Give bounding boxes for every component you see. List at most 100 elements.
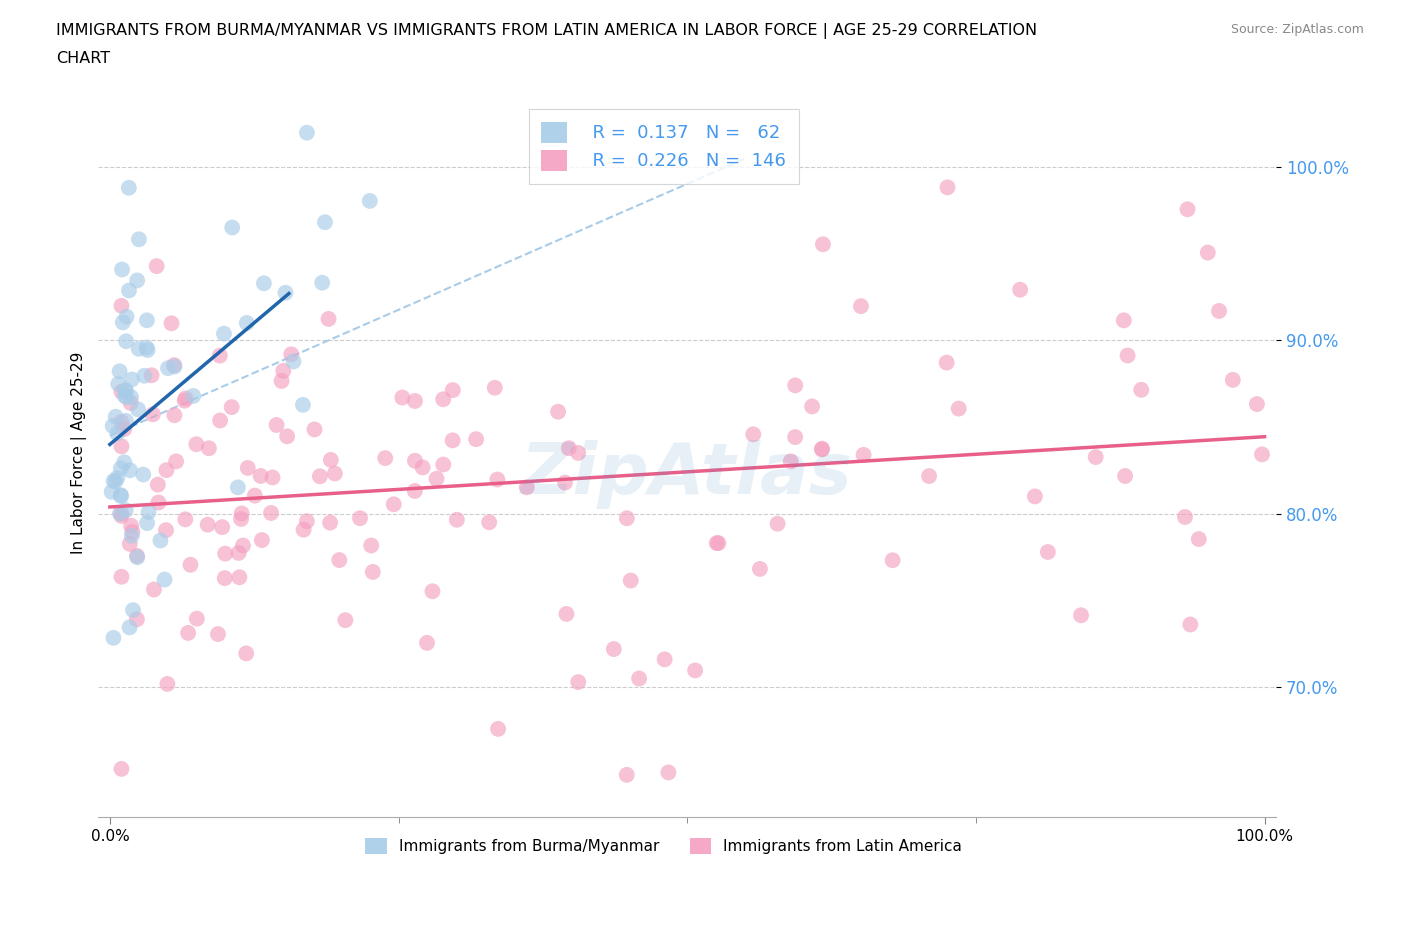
Point (441, 382, 464, 397)
Point (125, 549, 148, 564)
Point (948, 401, 970, 416)
Point (1130, 382, 1153, 397)
Point (620, 573, 643, 588)
Point (412, 460, 434, 475)
Point (1024, 489, 1046, 504)
Point (138, 505, 160, 520)
Point (212, 326, 235, 341)
Point (852, 447, 875, 462)
Point (110, 299, 132, 313)
Point (142, 582, 165, 597)
Point (683, 663, 706, 678)
Point (135, 340, 157, 355)
Point (276, 429, 298, 444)
Point (335, 613, 357, 628)
Point (174, 391, 197, 405)
Point (173, 393, 195, 408)
Point (1036, 545, 1059, 560)
Point (323, 466, 346, 481)
Point (742, 427, 765, 442)
Point (882, 552, 904, 567)
Point (748, 562, 770, 577)
Point (221, 220, 243, 235)
Point (1180, 618, 1202, 632)
Point (211, 520, 233, 535)
Point (359, 193, 381, 208)
Point (112, 455, 135, 470)
Point (603, 642, 626, 657)
Point (235, 646, 257, 661)
Point (432, 392, 454, 406)
Point (179, 557, 201, 572)
Point (382, 497, 405, 512)
Point (936, 179, 959, 194)
Point (554, 475, 576, 490)
Point (484, 380, 506, 395)
Point (214, 546, 236, 561)
Point (236, 460, 259, 475)
Point (567, 445, 589, 460)
Point (198, 441, 221, 456)
Point (146, 477, 169, 492)
Point (291, 397, 314, 412)
Point (266, 418, 288, 432)
Point (628, 671, 651, 686)
Point (207, 627, 229, 642)
Point (404, 393, 426, 408)
Point (801, 399, 824, 414)
Point (127, 550, 149, 565)
Point (118, 283, 141, 298)
Point (165, 454, 187, 469)
Point (121, 525, 143, 539)
Point (115, 413, 138, 428)
Point (104, 474, 127, 489)
Point (292, 523, 315, 538)
Point (110, 461, 132, 476)
Point (118, 620, 141, 635)
Point (243, 488, 266, 503)
Text: ZipAtlas: ZipAtlas (522, 441, 853, 510)
Point (163, 359, 186, 374)
Point (118, 180, 141, 195)
Point (110, 509, 132, 524)
Point (404, 484, 426, 498)
Text: Source: ZipAtlas.com: Source: ZipAtlas.com (1230, 23, 1364, 36)
Point (149, 533, 172, 548)
Point (432, 458, 454, 472)
Point (134, 368, 156, 383)
Point (516, 480, 538, 495)
Point (228, 546, 250, 561)
Text: IMMIGRANTS FROM BURMA/MYANMAR VS IMMIGRANTS FROM LATIN AMERICA IN LABOR FORCE | : IMMIGRANTS FROM BURMA/MYANMAR VS IMMIGRA… (56, 23, 1038, 39)
Point (110, 415, 132, 430)
Point (142, 407, 165, 422)
Point (271, 364, 294, 379)
Point (1251, 447, 1274, 462)
Point (309, 469, 332, 484)
Point (128, 232, 150, 246)
Point (567, 674, 589, 689)
Point (270, 374, 292, 389)
Point (1188, 532, 1211, 547)
Point (1177, 202, 1199, 217)
Point (118, 537, 141, 551)
Point (280, 347, 302, 362)
Point (1010, 283, 1032, 298)
Point (361, 565, 384, 579)
Point (446, 512, 468, 527)
Point (1246, 397, 1268, 412)
Point (229, 512, 252, 526)
Point (707, 536, 730, 551)
Point (1112, 312, 1135, 327)
Point (250, 533, 273, 548)
Point (118, 463, 141, 478)
Point (318, 312, 340, 326)
Point (785, 430, 807, 445)
Point (132, 467, 155, 482)
Point (128, 341, 150, 356)
Point (304, 422, 326, 437)
Point (155, 463, 177, 478)
Point (120, 395, 142, 410)
Point (657, 765, 679, 780)
Point (145, 259, 167, 273)
Point (1197, 246, 1219, 260)
